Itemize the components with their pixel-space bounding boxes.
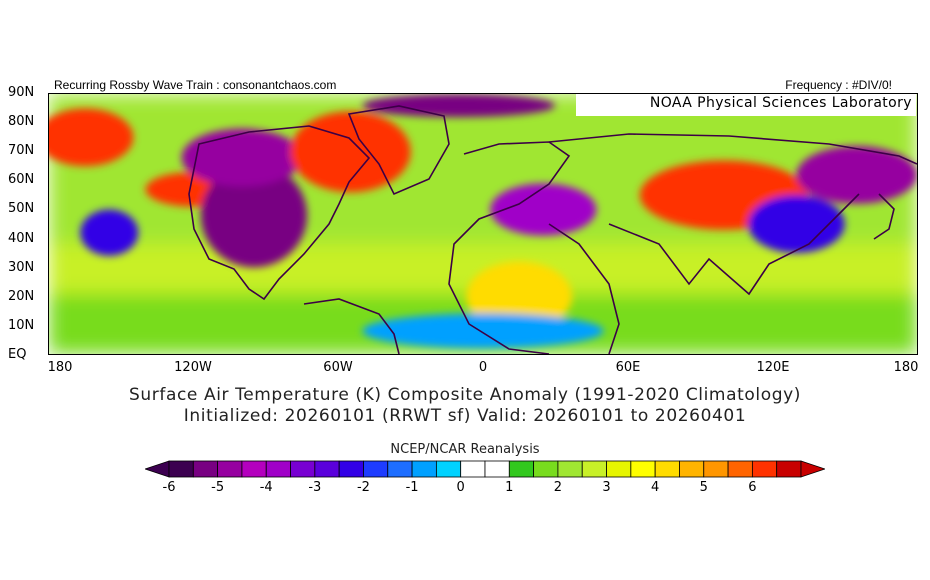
colorbar-swatch [168, 460, 194, 478]
colorbar-tick-label: 4 [651, 480, 660, 495]
colorbar-swatch [435, 460, 462, 478]
coastline-africa-east [548, 223, 620, 354]
colorbar-swatch [338, 460, 364, 478]
lat-tick-label: 70N [8, 143, 35, 159]
colorbar-swatch [314, 460, 340, 478]
colorbar-swatch [630, 460, 656, 478]
colorbar-under-arrow [145, 460, 170, 478]
colorbar-swatch [411, 460, 437, 478]
lab-label: NOAA Physical Sciences Laboratory [576, 94, 916, 116]
anomaly-region [200, 163, 307, 268]
lon-tick-label: 60E [615, 360, 641, 375]
colorbar-tick-label: -1 [405, 480, 419, 495]
lat-tick-label: 30N [8, 259, 35, 275]
colorbar-swatch [217, 460, 243, 478]
plot-header-left: Recurring Rossby Wave Train : consonantc… [54, 78, 337, 92]
coastline-asia-south [608, 193, 860, 296]
coastline-greenland [347, 105, 450, 196]
colorbar-swatch [484, 460, 510, 478]
anomaly-region [181, 128, 303, 187]
anomaly-region [796, 146, 917, 204]
colorbar [145, 460, 825, 478]
colorbar-tick-label: -3 [308, 480, 322, 495]
plot-title-line1: Surface Air Temperature (K) Composite An… [129, 385, 801, 405]
anomaly-region [362, 94, 556, 118]
anomaly-region [490, 183, 597, 236]
colorbar-swatch [508, 460, 535, 478]
colorbar-swatch [606, 460, 632, 478]
colorbar-swatch [265, 460, 291, 478]
colorbar-tick-label: 0 [456, 480, 465, 495]
anomaly-region [362, 313, 604, 349]
colorbar-tick-label: 2 [553, 480, 563, 495]
coastline-north-america [188, 125, 371, 301]
anomaly-region [80, 209, 139, 256]
colorbar-swatch [241, 460, 267, 478]
lat-tick-label: EQ [8, 347, 27, 362]
lat-tick-label: 90N [8, 85, 35, 100]
coastline-europe-africa [448, 141, 571, 354]
anomaly-region [49, 108, 134, 167]
lat-tick-label: 20N [8, 288, 35, 304]
data-source-label: NCEP/NCAR Reanalysis [390, 442, 540, 457]
lon-tick-label: 0 [478, 360, 488, 375]
colorbar-swatch [290, 460, 316, 478]
coastline-south-america [303, 298, 400, 354]
plot-header-right: Frequency : #DIV/0! [785, 78, 892, 92]
lon-tick-label: 60W [323, 360, 353, 375]
colorbar-tick-label: -2 [356, 480, 370, 495]
lon-tick-label: 180 [893, 360, 919, 375]
colorbar-tick-label: -5 [211, 480, 225, 495]
colorbar-swatch [460, 460, 486, 478]
lon-tick-label: 180 [47, 360, 73, 375]
lat-tick-label: 80N [8, 114, 35, 130]
lon-tick-label: 120E [756, 360, 790, 375]
colorbar-swatch [581, 460, 607, 478]
colorbar-tick-label: 6 [748, 480, 757, 495]
anomaly-region [290, 111, 411, 193]
colorbar-tick-label: 5 [699, 480, 708, 495]
lon-tick-label: 120W [174, 360, 212, 375]
lat-tick-label: 40N [8, 230, 35, 246]
colorbar-swatch [557, 460, 583, 478]
colorbar-tick-label: 1 [505, 480, 514, 495]
colorbar-swatch [703, 460, 729, 478]
lat-tick-label: 10N [8, 317, 35, 333]
coastline-overlay [188, 105, 917, 354]
colorbar-swatch [533, 460, 559, 478]
anomaly-map-canvas [49, 94, 917, 354]
anomaly-map [48, 93, 918, 355]
lat-tick-label: 50N [8, 201, 35, 217]
colorbar-swatch [776, 460, 802, 478]
colorbar-tick-label: -4 [259, 480, 273, 495]
anomaly-region [466, 261, 573, 331]
coastline-asia [548, 133, 917, 165]
anomaly-region [748, 195, 845, 253]
colorbar-swatch [751, 460, 778, 478]
colorbar-over-arrow [800, 460, 825, 478]
colorbar-swatch [654, 460, 680, 478]
colorbar-swatch [727, 460, 753, 478]
colorbar-swatch [387, 460, 413, 478]
colorbar-swatch [679, 460, 705, 478]
colorbar-swatch [363, 460, 389, 478]
coastline-japan [873, 193, 895, 240]
colorbar-swatch [192, 460, 219, 478]
colorbar-tick-label: -6 [162, 480, 176, 495]
plot-title-line2: Initialized: 20260101 (RRWT sf) Valid: 2… [183, 406, 747, 426]
colorbar-tick-label: 3 [602, 480, 611, 495]
lat-tick-label: 60N [8, 172, 35, 188]
